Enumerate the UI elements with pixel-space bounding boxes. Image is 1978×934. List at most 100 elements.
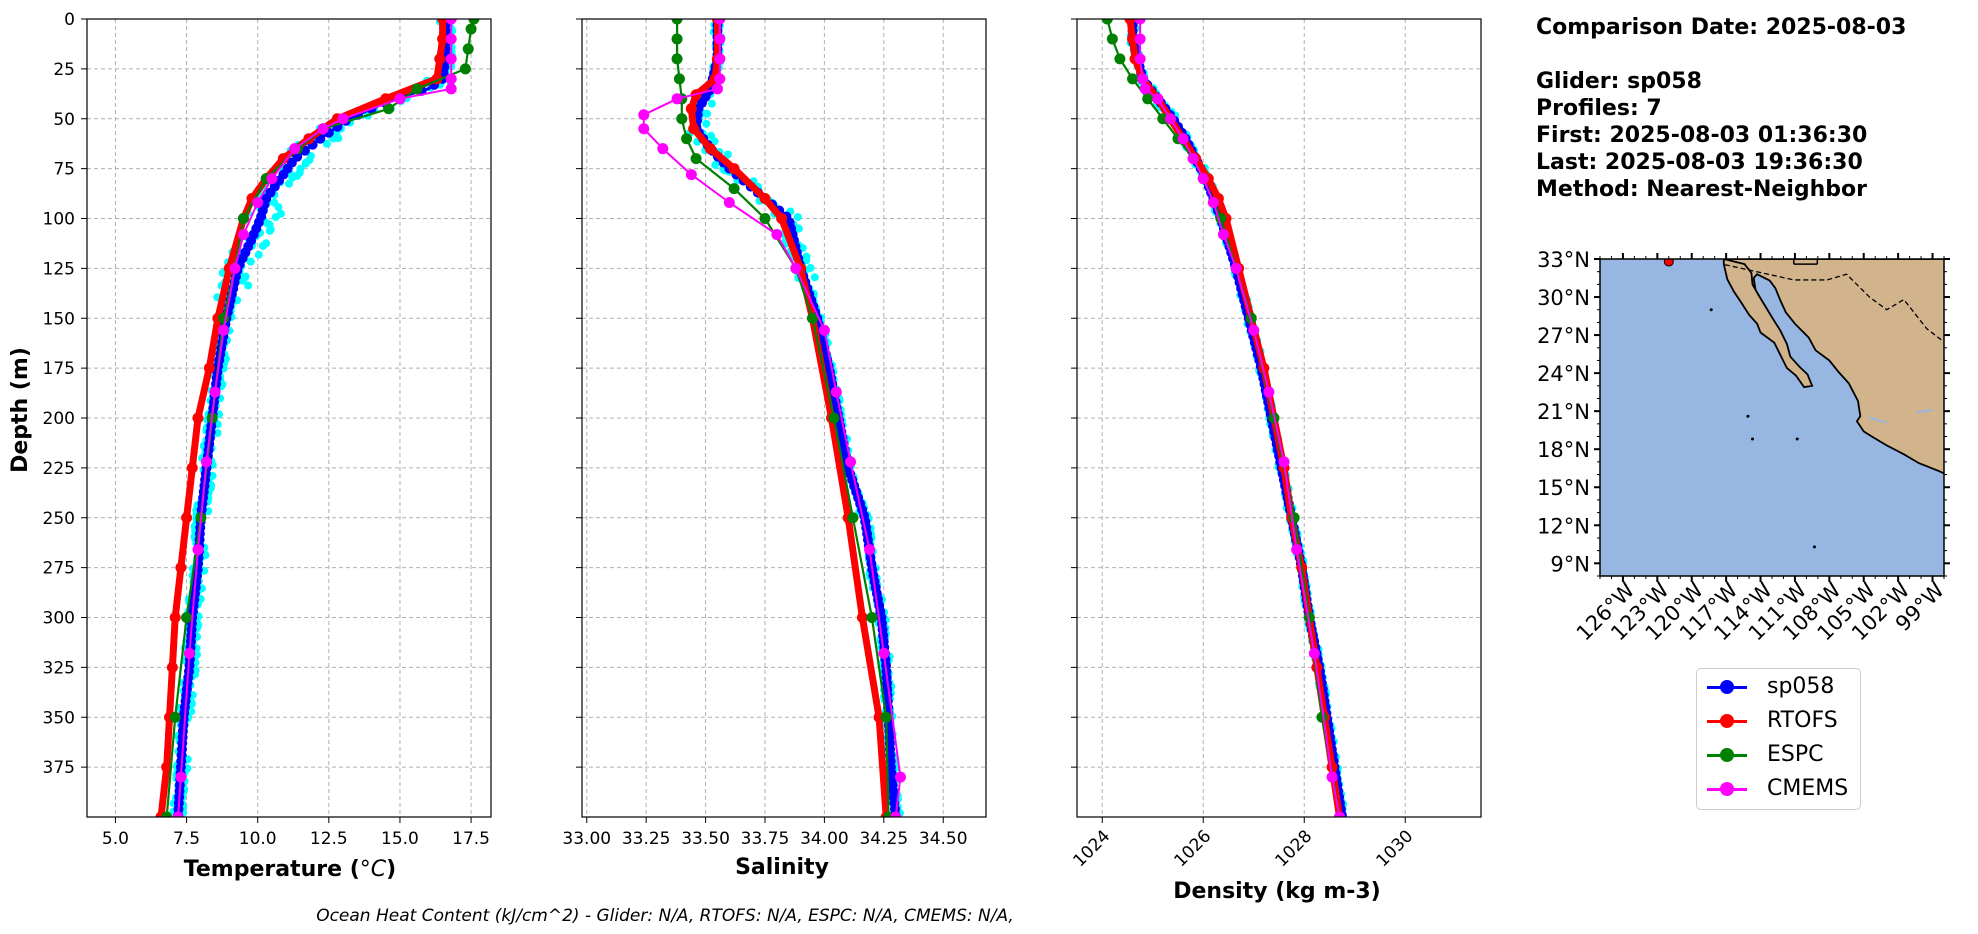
legend: sp058 RTOFS ESPC CMEMS xyxy=(1696,668,1861,810)
comparison-info: Comparison Date: 2025-08-03 Glider: sp05… xyxy=(1536,14,1906,203)
cmems-salinity-point xyxy=(790,262,802,274)
cmems-density-point xyxy=(1177,133,1189,145)
raw-glider-point xyxy=(794,224,803,233)
espc-salinity-point xyxy=(807,312,819,324)
depth-tick-label: 200 xyxy=(43,409,75,429)
raw-glider-point xyxy=(301,159,310,168)
rtofs-salinity-point xyxy=(685,103,697,115)
temperature-tick-label: 7.5 xyxy=(173,829,200,849)
cmems-temperature-point xyxy=(218,324,230,336)
cmems-density-point xyxy=(1248,324,1260,336)
depth-tick-label: 375 xyxy=(43,758,75,778)
legend-entry-espc: ESPC xyxy=(1697,739,1860,773)
cmems-temperature-point xyxy=(229,262,241,274)
state-border xyxy=(1793,259,1819,265)
cmems-temperature-point xyxy=(266,173,278,185)
temperature-tick-label: 5.0 xyxy=(102,829,129,849)
cmems-temperature-point xyxy=(445,33,457,45)
map-lat-label: 24°N xyxy=(1537,362,1590,386)
cmems-temperature-point xyxy=(445,53,457,65)
raw-glider-point xyxy=(271,213,280,222)
espc-density-point xyxy=(1303,612,1315,623)
cmems-salinity-point xyxy=(830,386,842,398)
rtofs-temperature-point xyxy=(181,512,193,524)
cmems-density-point xyxy=(1187,153,1199,165)
density-tick-label: 1026 xyxy=(1171,826,1216,871)
espc-salinity-point xyxy=(690,153,702,165)
map-lat-label: 30°N xyxy=(1537,286,1590,310)
cmems-temperature-point xyxy=(445,19,457,25)
raw-glider-point xyxy=(806,263,815,272)
temperature-axis-unit-degree: °C xyxy=(360,857,387,882)
espc-density-point xyxy=(1106,33,1118,45)
temperature-tick-label: 12.5 xyxy=(310,829,348,849)
ocean-heat-content-note: Ocean Heat Content (kJ/cm^2) - Glider: N… xyxy=(316,906,1014,926)
density-panel: 1024 1026 1028 1030 xyxy=(1070,18,1482,871)
espc-temperature-point xyxy=(468,19,480,25)
legend-label-espc: ESPC xyxy=(1767,742,1824,767)
depth-tick-label: 225 xyxy=(43,459,75,479)
raw-glider-point xyxy=(707,99,716,108)
espc-salinity-point xyxy=(671,33,683,45)
espc-density-point xyxy=(1157,113,1169,125)
rtofs-temperature-point xyxy=(192,412,204,424)
cmems-salinity-point xyxy=(845,456,857,468)
island xyxy=(1709,308,1713,312)
espc-density-point xyxy=(1101,19,1113,25)
espc-density-point xyxy=(1114,53,1126,65)
cmems-density-point xyxy=(1291,544,1303,556)
depth-tick-label: 150 xyxy=(43,309,75,329)
baja-california xyxy=(1722,259,1814,389)
rtofs-salinity-point xyxy=(688,123,700,135)
cmems-density-point xyxy=(1164,113,1176,125)
depth-tick-label: 125 xyxy=(43,259,75,279)
rtofs-temperature-point xyxy=(166,661,178,673)
raw-glider-point xyxy=(266,225,275,234)
depth-tick-label: 275 xyxy=(43,559,75,579)
density-tick-label: 1028 xyxy=(1272,826,1317,871)
legend-entry-cmems: CMEMS xyxy=(1697,773,1860,807)
cmems-density-point xyxy=(1197,173,1209,185)
depth-tick-label: 325 xyxy=(43,658,75,678)
espc-temperature-point xyxy=(383,103,395,115)
legend-marker-rtofs xyxy=(1720,714,1734,728)
salinity-panel: 33.00 33.25 33.50 33.75 34.00 34.25 34.50 xyxy=(562,18,987,849)
cmems-salinity-point xyxy=(894,771,906,783)
cmems-density-point xyxy=(1137,73,1149,85)
temperature-panel: 0 25 50 75 100 125 150 175 200 225 250 275 300 325 350… xyxy=(43,10,492,849)
map-lat-label: 15°N xyxy=(1537,476,1590,500)
raw-glider-point xyxy=(238,276,247,285)
espc-temperature-point xyxy=(181,612,193,623)
temperature-tick-label: 17.5 xyxy=(452,829,490,849)
cmems-temperature-point xyxy=(337,113,349,125)
raw-glider-point xyxy=(322,139,331,148)
depth-tick-label: 350 xyxy=(43,708,75,728)
legend-label-rtofs: RTOFS xyxy=(1767,708,1838,733)
density-tick-label: 1030 xyxy=(1373,826,1418,871)
glider-location-marker xyxy=(1663,259,1674,267)
cmems-salinity-point xyxy=(818,324,830,336)
cmems-salinity-point xyxy=(878,647,890,659)
raw-glider-point xyxy=(274,203,283,212)
map-lat-label: 12°N xyxy=(1537,514,1590,538)
temperature-tick-label: 10.0 xyxy=(239,829,277,849)
espc-salinity-point xyxy=(847,512,859,524)
profile-count: Profiles: 7 xyxy=(1536,96,1662,121)
raw-glider-point xyxy=(810,273,819,282)
espc-temperature-point xyxy=(237,213,249,224)
espc-density-point xyxy=(1142,93,1154,105)
rtofs-salinity-point xyxy=(728,163,740,175)
depth-tick-label: 300 xyxy=(43,609,75,629)
first-time: First: 2025-08-03 01:36:30 xyxy=(1536,123,1868,148)
cmems-density-point xyxy=(1334,811,1346,817)
depth-tick-label: 25 xyxy=(53,60,75,80)
salinity-tick-label: 33.50 xyxy=(681,829,730,849)
salinity-tick-label: 34.00 xyxy=(800,829,849,849)
espc-salinity-point xyxy=(866,612,878,623)
island xyxy=(1746,414,1750,418)
map-lat-label: 18°N xyxy=(1537,438,1590,462)
raw-glider-point xyxy=(703,109,712,118)
cmems-salinity-point xyxy=(657,143,669,155)
raw-glider-point xyxy=(702,119,711,128)
rtofs-temperature-point xyxy=(175,562,187,574)
